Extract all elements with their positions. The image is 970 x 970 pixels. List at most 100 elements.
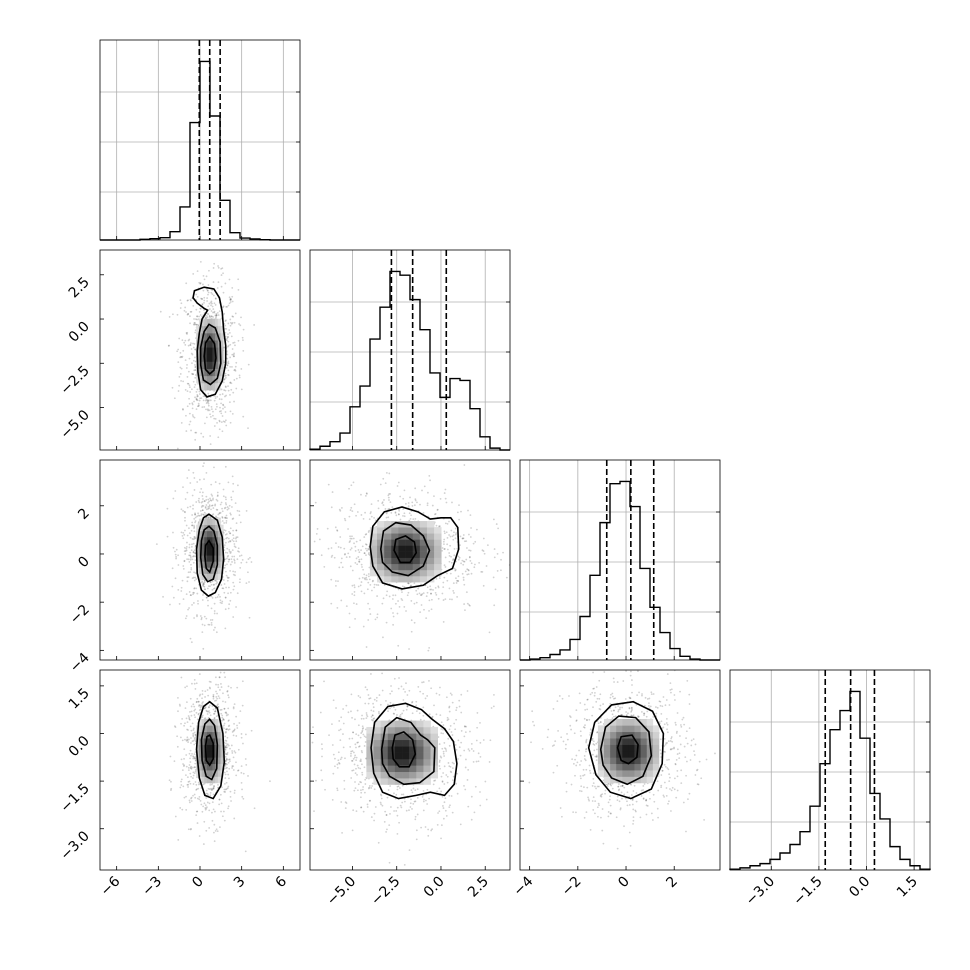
scatter-point [192,783,195,785]
scatter-point [217,436,220,439]
scatter-point [224,386,227,389]
scatter-point [389,813,391,815]
scatter-point [342,746,345,749]
scatter-point [232,490,234,493]
scatter-point [419,594,422,596]
scatter-point [444,797,447,800]
scatter-point [225,759,228,761]
density-cell [412,557,421,565]
scatter-point [363,552,366,555]
scatter-point [209,399,212,402]
scatter-point [201,697,203,700]
scatter-point [191,372,193,375]
scatter-point [200,501,203,504]
scatter-point [203,451,205,453]
scatter-point [206,806,208,808]
scatter-point [189,315,191,318]
scatter-point [408,809,410,812]
scatter-point [233,341,236,344]
density-cell [198,573,202,580]
scatter-point [195,390,198,393]
scatter-point [201,714,204,717]
scatter-point [449,804,451,807]
scatter-point [223,771,226,774]
scatter-point [357,734,360,737]
scatter-point [362,727,365,729]
scatter-point [194,321,196,324]
scatter-point [222,718,225,721]
scatter-point [245,582,248,585]
scatter-point [364,741,367,743]
scatter-point [199,510,202,512]
scatter-point [391,598,394,600]
scatter-point [463,784,465,787]
scatter-point [206,316,209,319]
scatter-point [198,478,201,481]
scatter-point [179,786,182,789]
scatter-point [462,560,465,563]
scatter-point [382,477,385,480]
scatter-point [192,542,195,545]
scatter-point [387,516,390,519]
scatter-point [216,596,219,598]
scatter-point [191,407,194,410]
scatter-point [215,403,218,405]
scatter-point [238,555,241,557]
scatter-point [393,712,396,715]
scatter-point [224,564,227,567]
scatter-point [362,733,365,736]
scatter-point [221,456,223,458]
scatter-point [357,783,360,786]
density-cell [207,518,211,526]
scatter-point [375,699,378,702]
scatter-point [380,797,383,800]
scatter-point [177,390,180,392]
scatter-point [360,760,362,762]
scatter-point [224,389,227,392]
density-cell [434,545,442,552]
scatter-point [210,291,213,294]
scatter-point [356,764,359,767]
density-cell [212,325,216,334]
scatter-point [214,700,216,702]
scatter-point [211,801,214,804]
scatter-point [365,574,368,577]
density-cell [377,539,385,546]
scatter-point [192,703,195,706]
scatter-point [320,554,323,557]
scatter-point [352,481,355,484]
scatter-point [361,773,364,776]
scatter-point [228,302,231,305]
density-panel-1-3 [309,669,511,871]
scatter-point [205,402,208,405]
scatter-point [232,573,235,576]
scatter-point [372,706,375,709]
scatter-point [220,683,222,685]
scatter-point [225,424,228,427]
density-cell [377,533,385,540]
scatter-point [205,275,208,278]
density-cell [198,744,202,752]
scatter-point [361,714,363,717]
scatter-point [215,316,217,319]
scatter-point [229,301,232,303]
scatter-point [208,399,210,402]
scatter-point [415,601,418,604]
scatter-point [168,316,171,318]
scatter-point [454,569,457,572]
scatter-point [191,543,193,546]
scatter-point [351,584,354,587]
scatter-point [360,789,362,792]
scatter-point [418,592,421,595]
density-cell [419,557,428,565]
scatter-point [196,315,199,318]
scatter-point [449,544,452,547]
scatter-point [386,590,389,593]
scatter-point [372,710,375,713]
scatter-point [191,402,194,405]
scatter-point [226,787,229,790]
scatter-point [442,586,445,588]
scatter-point [226,508,229,511]
scatter-point [232,588,235,591]
scatter-point [195,783,198,786]
